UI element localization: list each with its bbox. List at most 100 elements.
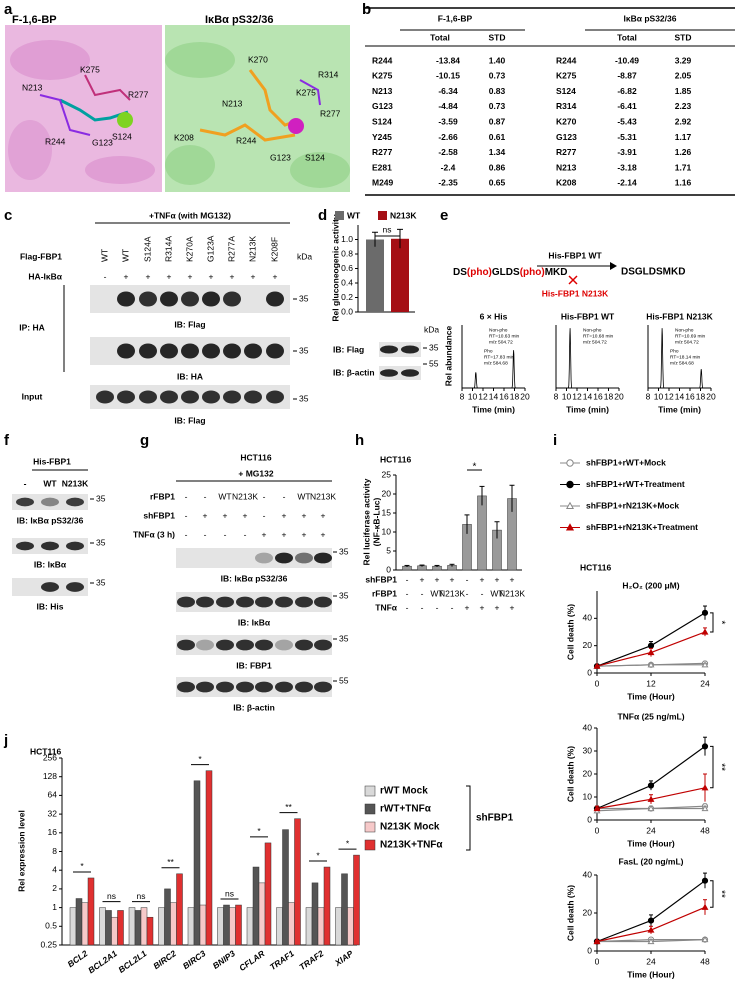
x-tick-label: 8 [646, 391, 651, 401]
table-cell: S124 [556, 86, 576, 96]
x-tick-label: 12 [572, 391, 582, 401]
bar [282, 829, 289, 946]
table-cell: 1.40 [489, 55, 506, 65]
band [314, 639, 332, 651]
blot-label: IB: β-actin [333, 367, 375, 377]
table-cell: G123 [556, 132, 577, 142]
panel-label: d [318, 207, 327, 224]
x-tick-label: 12 [478, 391, 488, 401]
y-tick-label: 20 [583, 640, 593, 650]
sticks [39, 94, 91, 136]
table-cell: 1.71 [675, 162, 692, 172]
point [647, 642, 655, 649]
lane-sign: - [263, 491, 266, 501]
band [223, 291, 241, 307]
band [41, 497, 59, 507]
bar [146, 916, 154, 946]
peak [473, 372, 479, 389]
substrate-part: (pho) [520, 267, 545, 278]
lane-label: K270A [184, 236, 194, 262]
lane-sign: + [251, 271, 256, 281]
bar [229, 907, 236, 946]
table-cell: -3.18 [617, 162, 637, 172]
x-tick-label: 18 [604, 391, 614, 401]
lane-sign: - [104, 271, 107, 281]
bar [288, 902, 295, 946]
sig-label: * [316, 850, 320, 860]
lane-sign: - [421, 602, 424, 612]
bar [335, 907, 342, 946]
point [593, 804, 601, 812]
bar [140, 907, 148, 946]
band [275, 596, 293, 608]
band [160, 291, 178, 307]
chart-title: FasL (20 ng/mL) [618, 856, 683, 866]
band [380, 345, 398, 354]
table-column: STD [675, 32, 692, 42]
row-label: rFBP1 [372, 588, 397, 598]
kda-marker: 35 [96, 493, 106, 503]
table-column: Total [617, 32, 637, 42]
legend-label: N213K [390, 210, 417, 220]
band [255, 681, 273, 693]
band [160, 390, 178, 404]
band [202, 291, 220, 307]
ribbon [165, 42, 235, 78]
lane-label: N213K [247, 236, 257, 262]
residue-label: N213 [22, 82, 43, 92]
lane-label: WT [120, 249, 130, 262]
y-tick-label: 32 [48, 808, 58, 818]
chart-title: H₂O₂ (200 μM) [622, 580, 679, 590]
point [701, 609, 709, 616]
bar [134, 910, 142, 946]
legend-bracket [466, 785, 471, 851]
lane-sign: + [480, 574, 485, 584]
peak-annotation: m/z 504.72 [675, 339, 699, 345]
panel-label: b [362, 1, 371, 18]
legend-swatch [364, 803, 376, 815]
x-tick-label: XIAP [332, 948, 355, 968]
lane-sign: + [435, 574, 440, 584]
product: DSGLDSMKD [621, 267, 685, 278]
y-tick-label: 1.0 [341, 234, 353, 244]
bar [199, 904, 207, 946]
bar [81, 902, 89, 946]
band [401, 369, 419, 377]
bar [341, 873, 348, 946]
band [236, 596, 254, 608]
table-cell: 0.65 [489, 178, 506, 188]
kda-marker: 35 [299, 393, 309, 403]
bar [264, 842, 272, 946]
sig-label: ns [383, 224, 392, 234]
y-tick-label: 10 [583, 791, 593, 801]
table-cell: R277 [372, 147, 393, 157]
x-tick-label: 0 [595, 678, 600, 688]
x-tick-label: 24 [646, 956, 656, 966]
band [223, 390, 241, 404]
lane-label: S124A [142, 236, 152, 262]
enzyme: His-FBP1 WT [548, 250, 602, 260]
x-tick-label: 24 [700, 678, 710, 688]
band [244, 343, 262, 359]
lane-label: G123A [205, 235, 215, 262]
table-cell: R314 [556, 101, 577, 111]
lane-sign: + [146, 271, 151, 281]
y-tick-label: 16 [48, 827, 58, 837]
series-line [596, 612, 706, 667]
table-cell: 1.26 [675, 147, 692, 157]
lane-sign: N213K [439, 588, 465, 598]
row-label: rFBP1 [150, 491, 175, 501]
x-tick-label: 16 [685, 391, 695, 401]
y-axis-label: (NF-κB-Luc) [371, 498, 381, 547]
table-cell: 0.83 [489, 86, 506, 96]
kda-marker: 35 [339, 633, 349, 643]
x-tick-label: 10 [654, 391, 664, 401]
lane-sign: + [203, 510, 208, 520]
bar [276, 907, 283, 946]
table-cell: K270 [556, 116, 577, 126]
bar [69, 907, 77, 946]
point [701, 743, 709, 750]
lane-sign: + [495, 602, 500, 612]
point [593, 662, 601, 669]
table-cell: K208 [556, 178, 577, 188]
